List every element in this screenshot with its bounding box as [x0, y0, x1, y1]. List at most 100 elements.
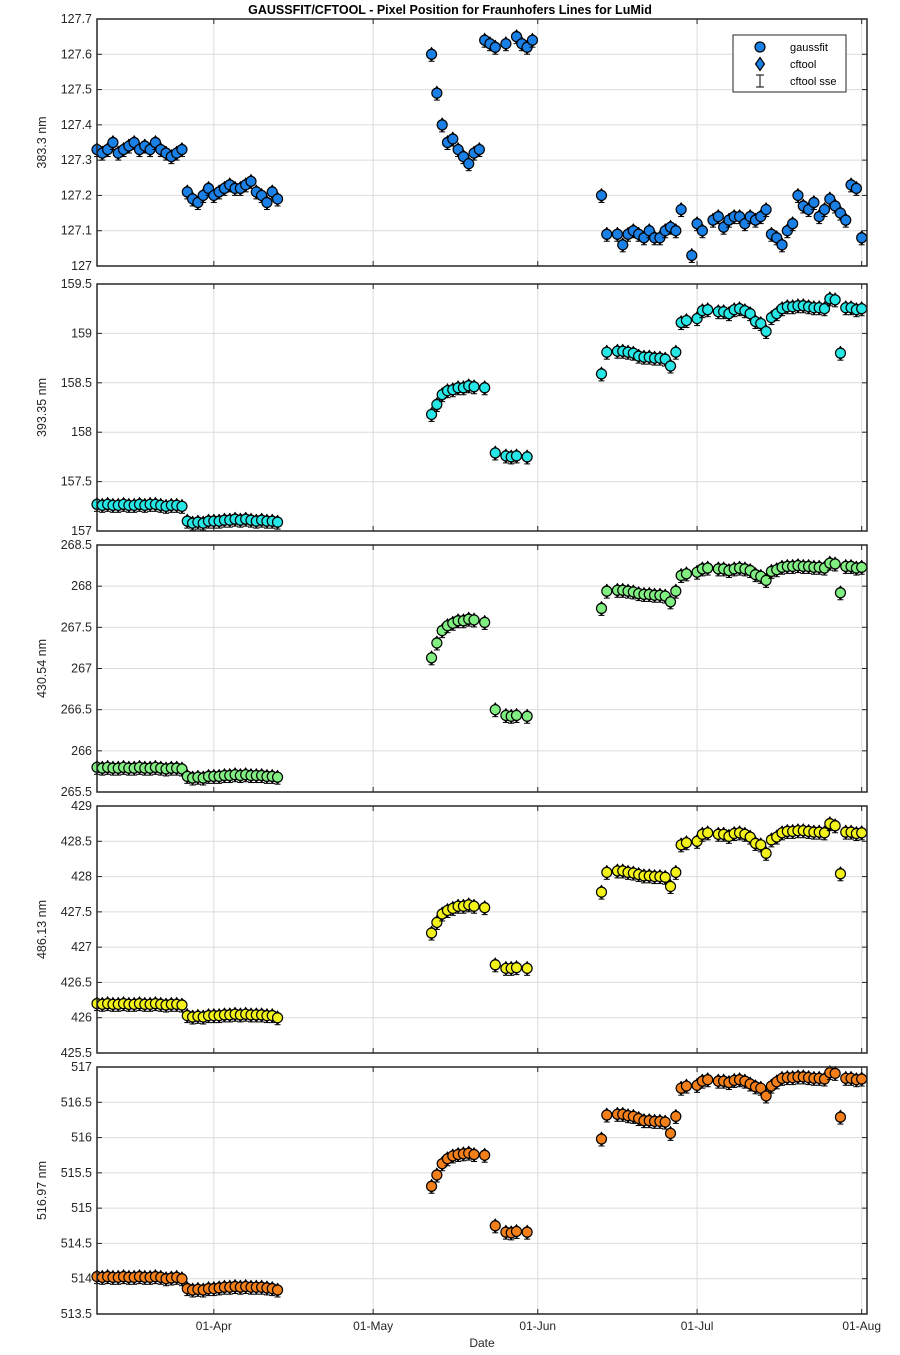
data-point — [431, 396, 443, 413]
data-point — [107, 134, 119, 151]
x-tick-label: 01-Jul — [681, 1319, 714, 1333]
y-tick-label: 427.5 — [61, 905, 92, 919]
data-point — [431, 1167, 443, 1183]
y-tick-label: 127 — [71, 259, 92, 273]
y-tick-label: 266.5 — [61, 703, 92, 717]
data-point — [834, 866, 847, 882]
y-tick-label: 157 — [71, 524, 92, 538]
data-point — [510, 707, 523, 723]
axes-box — [96, 1066, 868, 1315]
y-tick-label: 267.5 — [61, 620, 92, 634]
data-point — [271, 191, 284, 207]
data-point — [176, 498, 188, 514]
axes-box — [96, 283, 868, 532]
data-point — [510, 960, 523, 976]
data-point — [733, 301, 746, 317]
data-point — [595, 884, 608, 900]
data-point — [856, 559, 868, 575]
data-point — [686, 247, 698, 263]
data-point — [431, 635, 443, 651]
data-point — [755, 568, 767, 584]
x-axis-title: Date — [469, 1336, 495, 1350]
data-point — [696, 223, 708, 239]
data-point — [670, 583, 682, 599]
data-point — [601, 1107, 613, 1123]
x-tick-label: 01-Jun — [519, 1319, 556, 1333]
data-point — [479, 380, 491, 396]
data-point — [664, 1125, 677, 1141]
data-point — [680, 1078, 693, 1094]
data-point — [521, 1224, 533, 1240]
data-point — [680, 835, 693, 851]
data-point — [670, 1108, 682, 1124]
data-point — [521, 708, 533, 724]
data-point — [601, 226, 613, 242]
y-tick-label: 428.5 — [61, 834, 92, 848]
data-point — [176, 997, 188, 1013]
data-point — [245, 173, 257, 189]
legend-label: gaussfit — [790, 42, 828, 54]
data-point — [840, 212, 852, 228]
y-tick-label: 516.5 — [61, 1095, 92, 1109]
data-point — [521, 449, 533, 465]
plot-area — [97, 284, 867, 531]
axes-box — [96, 18, 868, 267]
data-point — [479, 1147, 491, 1163]
data-point — [436, 117, 448, 133]
y-tick-label: 159.5 — [61, 277, 92, 291]
data-point — [601, 864, 613, 880]
y-tick-label: 513.5 — [61, 1307, 92, 1321]
y-tick-label: 515 — [71, 1201, 92, 1215]
data-point — [664, 358, 677, 374]
data-point — [856, 301, 868, 317]
axes-box — [96, 805, 868, 1054]
data-point — [261, 194, 273, 211]
data-point — [776, 237, 788, 253]
data-point — [670, 344, 682, 360]
data-point — [659, 869, 671, 885]
data-point — [675, 201, 687, 218]
data-point — [489, 1218, 501, 1234]
y-tick-label: 268 — [71, 579, 92, 593]
legend: gaussfit cftool cftool sse — [732, 34, 847, 93]
data-point — [425, 46, 438, 62]
data-point — [431, 85, 443, 101]
y-tick-label: 127.1 — [61, 224, 92, 238]
data-point — [489, 957, 501, 973]
data-point — [787, 216, 799, 232]
data-point — [468, 612, 480, 628]
data-point — [468, 898, 480, 914]
panel-5: 513.5 514 514.5 515 515.5 516 516.5 517 01-Apr 01… — [35, 1060, 881, 1333]
data-point — [702, 825, 714, 841]
legend-entry-errorbar: cftool sse — [756, 74, 836, 88]
y-tick-label: 517 — [71, 1060, 92, 1074]
y-tick-label: 159 — [71, 326, 92, 340]
data-point — [595, 600, 608, 616]
data-point — [670, 223, 682, 239]
data-point — [617, 237, 629, 253]
data-point — [457, 149, 470, 165]
data-point — [510, 448, 523, 464]
panel-1: 127 127.1 127.2 127.3 127.4 127.5 127.6 127.7 38… — [35, 12, 868, 273]
y-tick-label: 127.7 — [61, 12, 92, 26]
data-point — [680, 313, 693, 329]
y-tick-label: 268.5 — [61, 538, 92, 552]
y-axis-label: 486.13 nm — [35, 900, 49, 959]
y-tick-label: 157.5 — [61, 475, 92, 489]
data-point — [829, 292, 841, 308]
y-tick-label: 266 — [71, 744, 92, 758]
legend-label: cftool sse — [790, 76, 836, 88]
y-axis-label: 393.35 nm — [35, 378, 49, 437]
panel-2: 157 157.5 158 158.5 159 159.5 393.35 nm — [35, 277, 868, 538]
data-point — [856, 230, 868, 246]
data-point — [500, 36, 512, 52]
data-point — [595, 1131, 608, 1147]
data-point — [829, 818, 841, 834]
y-tick-label: 515.5 — [61, 1166, 92, 1180]
x-tick-label: 01-Aug — [842, 1319, 881, 1333]
data-point — [808, 194, 820, 211]
y-tick-label: 127.3 — [61, 153, 92, 167]
data-point — [271, 769, 284, 785]
data-point — [818, 201, 831, 218]
